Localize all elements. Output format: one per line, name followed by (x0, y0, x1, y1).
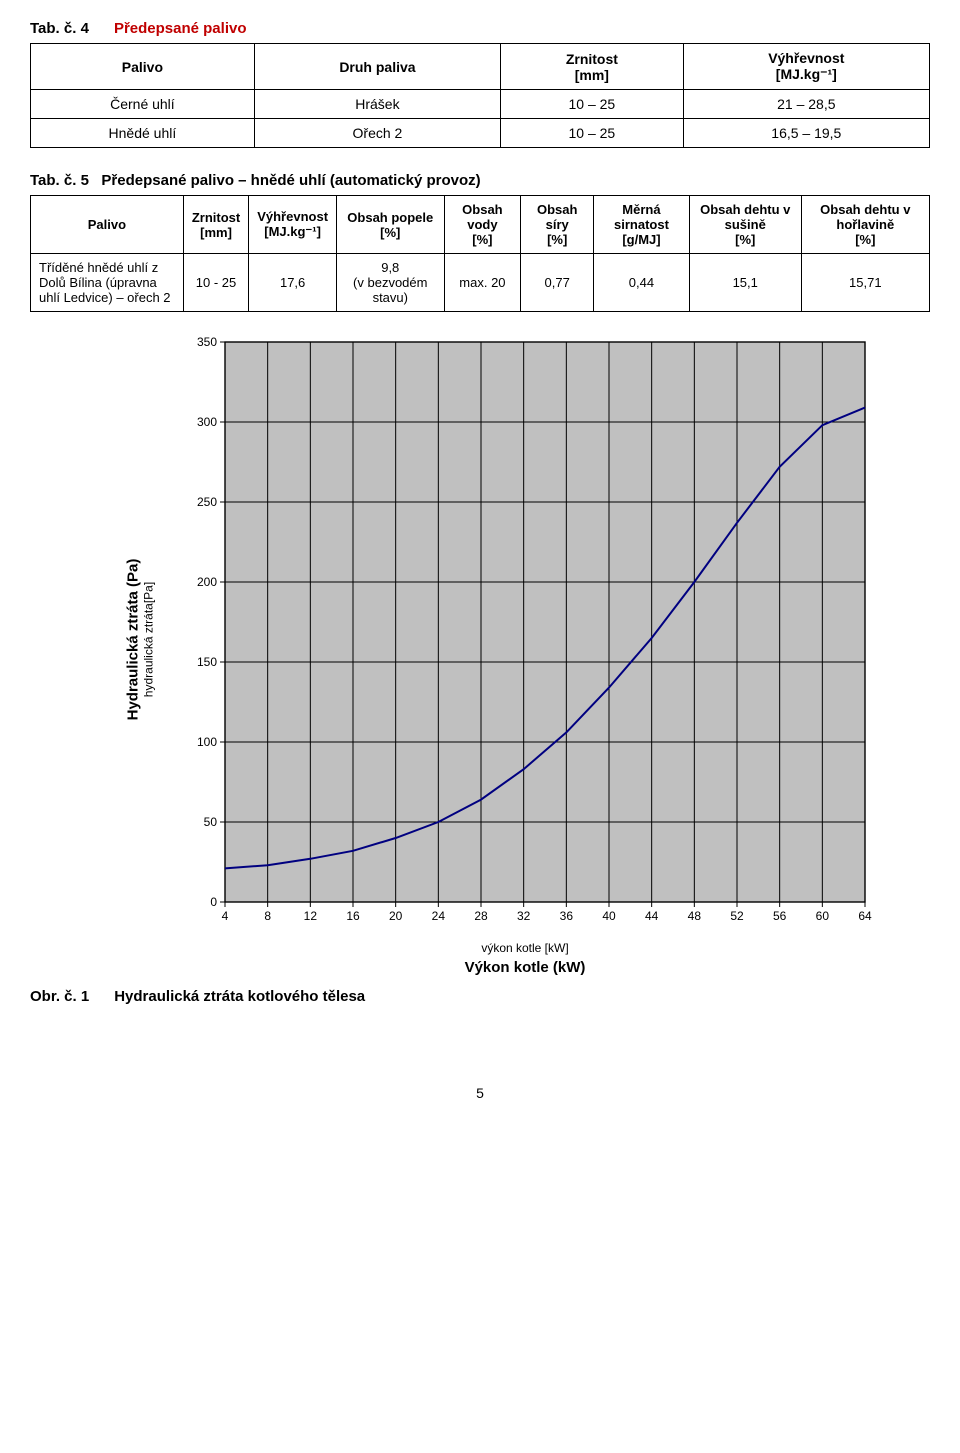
xlabel-outer: Výkon kotle (kW) (465, 959, 586, 976)
svg-text:0: 0 (210, 895, 217, 909)
svg-text:200: 200 (197, 575, 217, 589)
table-cell: 16,5 – 19,5 (683, 119, 929, 148)
th5-vody: Obsah vody [%] (444, 196, 521, 254)
th5-popele: Obsah popele [%] (337, 196, 444, 254)
hydraulic-loss-chart: 4812162024283236404448525660640501001502… (175, 332, 875, 947)
svg-text:350: 350 (197, 335, 217, 349)
table4: Palivo Druh paliva Zrnitost [mm] Výhřevn… (30, 43, 930, 148)
table5-title-rest: Předepsané palivo – hnědé uhlí (automati… (89, 172, 481, 189)
th5-palivo: Palivo (31, 196, 184, 254)
table-cell: 10 – 25 (501, 119, 684, 148)
table-cell: 10 – 25 (501, 90, 684, 119)
t5-palivo: Tříděné hnědé uhlí z Dolů Bílina (úpravn… (31, 254, 184, 312)
table5: Palivo Zrnitost [mm] Výhřevnost [MJ.kg⁻¹… (30, 195, 930, 312)
svg-text:100: 100 (197, 735, 217, 749)
th-vyhrevnost: Výhřevnost [MJ.kg⁻¹] (683, 44, 929, 90)
t5-dehtu-susine: 15,1 (689, 254, 801, 312)
page-number: 5 (30, 1085, 930, 1101)
svg-text:48: 48 (688, 909, 702, 923)
svg-text:150: 150 (197, 655, 217, 669)
table-row: Hnědé uhlíOřech 210 – 2516,5 – 19,5 (31, 119, 930, 148)
th5-vyhrevnost: Výhřevnost [MJ.kg⁻¹] (249, 196, 337, 254)
svg-text:36: 36 (560, 909, 574, 923)
table-cell: Hrášek (254, 90, 500, 119)
th5-zrnitost: Zrnitost [mm] (183, 196, 248, 254)
figure1-prefix: Obr. č. 1 (30, 988, 89, 1005)
svg-text:8: 8 (264, 909, 271, 923)
svg-text:40: 40 (602, 909, 616, 923)
figure1-caption: Obr. č. 1 Hydraulická ztráta kotlového t… (30, 988, 930, 1005)
svg-text:4: 4 (222, 909, 229, 923)
table4-title-prefix: Tab. č. 4 (30, 20, 89, 37)
th5-sirnatost: Měrná sirnatost [g/MJ] (594, 196, 690, 254)
svg-text:16: 16 (346, 909, 360, 923)
table4-title: Tab. č. 4 Předepsané palivo (30, 20, 930, 37)
th5-siry: Obsah síry [%] (521, 196, 594, 254)
svg-text:24: 24 (432, 909, 446, 923)
ylabel-inner: hydraulická ztráta[Pa] (142, 559, 156, 721)
table-cell: 21 – 28,5 (683, 90, 929, 119)
t5-vody: max. 20 (444, 254, 521, 312)
t5-dehtu-horl: 15,71 (801, 254, 929, 312)
table5-title: Tab. č. 5 Předepsané palivo – hnědé uhlí… (30, 172, 930, 189)
table-cell: Hnědé uhlí (31, 119, 255, 148)
chart-container: Hydraulická ztráta (Pa) hydraulická ztrá… (90, 332, 890, 976)
xlabel-inner: výkon kotle [kW] (481, 941, 568, 955)
ylabel-outer: Hydraulická ztráta (Pa) (125, 559, 142, 721)
svg-text:50: 50 (204, 815, 218, 829)
svg-text:300: 300 (197, 415, 217, 429)
th-palivo: Palivo (31, 44, 255, 90)
svg-text:44: 44 (645, 909, 659, 923)
th-zrnitost: Zrnitost [mm] (501, 44, 684, 90)
t5-siry: 0,77 (521, 254, 594, 312)
svg-text:20: 20 (389, 909, 403, 923)
svg-text:32: 32 (517, 909, 531, 923)
t5-popele: 9,8(v bezvodém stavu) (337, 254, 444, 312)
th-druh: Druh paliva (254, 44, 500, 90)
svg-text:28: 28 (474, 909, 488, 923)
t5-vyhrevnost: 17,6 (249, 254, 337, 312)
svg-text:56: 56 (773, 909, 787, 923)
th5-dehtu-horl: Obsah dehtu v hořlavině [%] (801, 196, 929, 254)
table-cell: Ořech 2 (254, 119, 500, 148)
svg-text:60: 60 (816, 909, 830, 923)
table-row: Černé uhlíHrášek10 – 2521 – 28,5 (31, 90, 930, 119)
svg-text:64: 64 (858, 909, 872, 923)
svg-text:250: 250 (197, 495, 217, 509)
t5-sirnatost: 0,44 (594, 254, 690, 312)
svg-text:52: 52 (730, 909, 744, 923)
ylabel-outer-cell: Hydraulická ztráta (Pa) hydraulická ztrá… (105, 332, 175, 947)
th5-dehtu-susine: Obsah dehtu v sušině [%] (689, 196, 801, 254)
t5-zrnitost: 10 - 25 (183, 254, 248, 312)
table4-title-rest: Předepsané palivo (114, 20, 247, 37)
table5-title-prefix: Tab. č. 5 (30, 172, 89, 189)
figure1-rest: Hydraulická ztráta kotlového tělesa (114, 988, 365, 1005)
table-cell: Černé uhlí (31, 90, 255, 119)
table-row: Tříděné hnědé uhlí z Dolů Bílina (úpravn… (31, 254, 930, 312)
svg-text:12: 12 (304, 909, 318, 923)
